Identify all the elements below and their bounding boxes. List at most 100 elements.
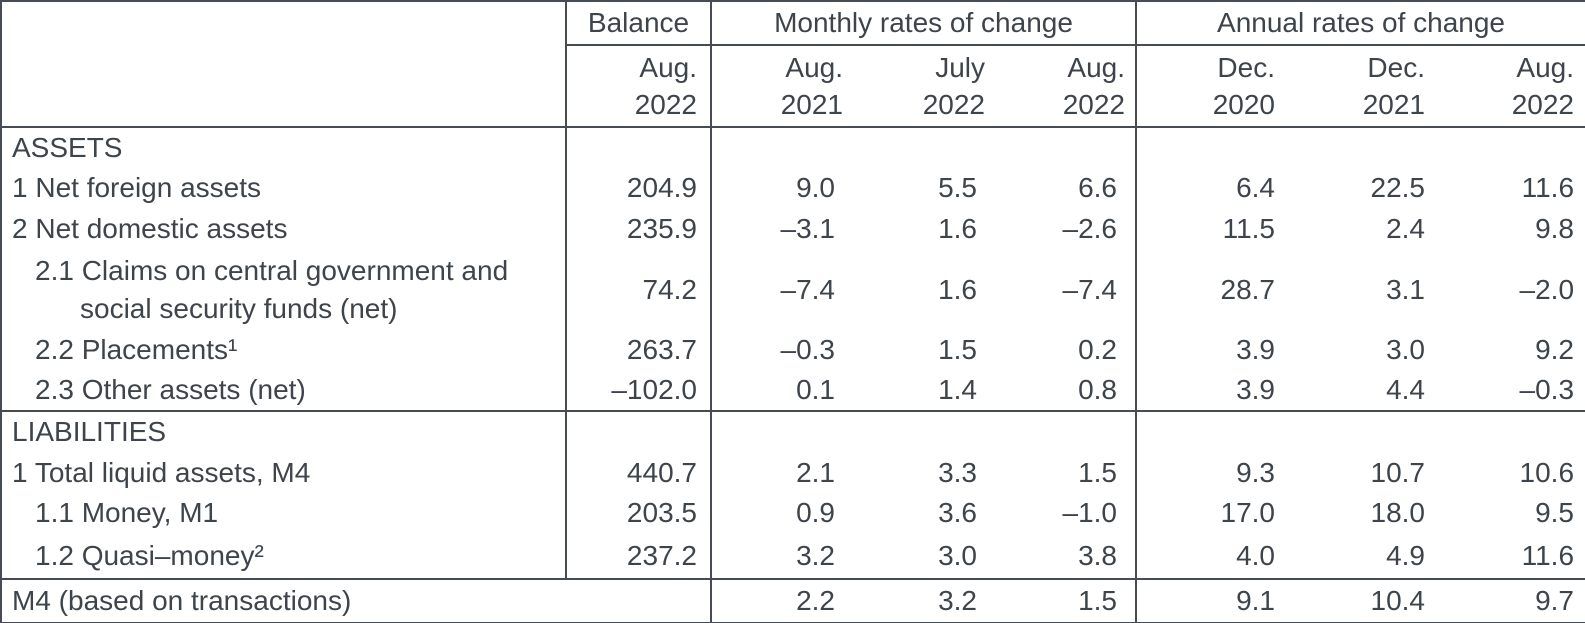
- period-month: Aug.: [1067, 52, 1125, 83]
- annual-value: 6.4: [1135, 168, 1286, 208]
- column-header-annual-dec-2020: Dec. 2020: [1135, 45, 1286, 128]
- monthly-value: 1.6: [938, 212, 977, 244]
- period-year: 2022: [1511, 89, 1575, 120]
- period-year: 2021: [780, 89, 843, 120]
- annual-value: 28.7: [1135, 249, 1286, 330]
- annual-value: 2.4: [1386, 212, 1425, 244]
- balance-value: 237.2: [565, 533, 711, 579]
- balance-value: [565, 127, 711, 168]
- monthly-value: 3.2: [853, 578, 995, 623]
- row-label-cell: M4 (based on transactions): [1, 578, 711, 623]
- annual-value: 4.9: [1386, 539, 1425, 571]
- header-period-row: Aug. 2022 Aug. 2021 July 2022 Aug. 2022 …: [1, 45, 1585, 128]
- annual-value: 3.9: [1135, 370, 1286, 411]
- monthly-value: 6.6: [1078, 172, 1117, 203]
- annual-value: 9.3: [1135, 452, 1286, 493]
- annual-value: 11.5: [1135, 208, 1286, 249]
- table-row-net-foreign-assets: 1 Net foreign assets 204.9 9.0 5.5 6.6 6…: [1, 168, 1585, 208]
- row-label-cell: 2.1 Claims on central government and soc…: [1, 249, 566, 330]
- row-label-cell: 1.2 Quasi–money²: [1, 533, 566, 579]
- monthly-value: –7.4: [710, 249, 853, 330]
- monthly-value: 0.9: [710, 493, 853, 533]
- balance-group-header: Balance: [565, 1, 711, 46]
- monthly-value: –0.3: [710, 330, 853, 370]
- annual-value: 10.7: [1370, 456, 1426, 488]
- annual-value: 3.1: [1386, 273, 1425, 305]
- annual-value: 10.4: [1286, 578, 1436, 623]
- table-row-quasi-money: 1.2 Quasi–money² 237.2 3.2 3.0 3.8 4.0 4…: [1, 533, 1585, 579]
- row-label-cell: 1.1 Money, M1: [1, 493, 566, 533]
- monthly-value: 0.1: [710, 370, 853, 411]
- monthly-value: 9.0: [710, 168, 853, 208]
- period-month: Aug.: [1516, 52, 1575, 83]
- annual-value: 4.4: [1386, 374, 1425, 405]
- row-label-cell: 2.3 Other assets (net): [1, 370, 566, 411]
- monthly-value: 3.8: [1078, 539, 1117, 571]
- monthly-value: 3.3: [938, 456, 977, 488]
- annual-value: 4.0: [1135, 533, 1286, 579]
- monthly-value: 0.2: [1078, 334, 1117, 365]
- header-group-row: Balance Monthly rates of change Annual r…: [1, 1, 1585, 128]
- annual-value: 10.6: [1519, 456, 1575, 488]
- monthly-value: [853, 127, 995, 168]
- monthly-value: 3.6: [938, 497, 977, 528]
- row-label-cell: 1 Net foreign assets: [1, 168, 566, 208]
- annual-value: –0.3: [1519, 374, 1575, 405]
- monthly-value: 2.1: [710, 452, 853, 493]
- row-label: M4 (based on transactions): [12, 584, 352, 616]
- annual-value: [1135, 410, 1286, 452]
- annual-rates-group-header: Annual rates of change: [1134, 1, 1585, 46]
- period-month: Aug.: [639, 52, 697, 83]
- table-row-m4-transactions: M4 (based on transactions) 2.2 3.2 1.5 9…: [1, 578, 1585, 623]
- row-label: 1.1 Money, M1: [35, 497, 219, 528]
- column-header-annual-dec-2021: Dec. 2021: [1286, 45, 1436, 128]
- balance-value: [565, 410, 711, 452]
- monthly-value: 1.5: [1078, 456, 1117, 488]
- table-row-total-liquid-assets-m4: 1 Total liquid assets, M4 440.7 2.1 3.3 …: [1, 452, 1585, 493]
- monthly-value: 1.6: [938, 273, 977, 305]
- annual-value: 18.0: [1370, 497, 1426, 528]
- row-label-cell: 2 Net domestic assets: [1, 208, 566, 249]
- table-row-other-assets: 2.3 Other assets (net) –102.0 0.1 1.4 0.…: [1, 370, 1585, 411]
- period-month: Aug.: [785, 52, 843, 83]
- row-label: ASSETS: [12, 132, 123, 163]
- annual-value: 11.6: [1521, 172, 1575, 203]
- row-label-cell: 1 Total liquid assets, M4: [1, 452, 566, 493]
- monthly-value: [710, 127, 853, 168]
- column-header-monthly-july-2022: July 2022: [853, 45, 995, 128]
- balance-value: 263.7: [565, 330, 711, 370]
- row-label: 2 Net domestic assets: [12, 212, 288, 244]
- row-label-cell: 2.2 Placements¹: [1, 330, 566, 370]
- section-row-assets: ASSETS: [1, 127, 1585, 168]
- annual-value: 9.5: [1535, 497, 1575, 528]
- monthly-value: [995, 410, 1136, 452]
- row-label: 2.3 Other assets (net): [35, 374, 306, 405]
- balance-value: 440.7: [565, 452, 711, 493]
- annual-value: –2.0: [1519, 273, 1575, 305]
- row-label: 2.1 Claims on central government and soc…: [35, 254, 509, 324]
- balance-value: 74.2: [565, 249, 711, 330]
- column-header-monthly-aug-2021: Aug. 2021: [710, 45, 853, 128]
- annual-value: [1286, 410, 1436, 452]
- monthly-value: 2.2: [710, 578, 853, 623]
- annual-value: 11.6: [1521, 539, 1575, 571]
- row-label: 1 Total liquid assets, M4: [12, 456, 311, 488]
- section-label: ASSETS: [1, 127, 566, 168]
- period-year: 2022: [1062, 89, 1125, 120]
- period-year: 2020: [1212, 89, 1275, 120]
- annual-value: [1135, 127, 1286, 168]
- column-header-annual-aug-2022: Aug. 2022: [1436, 45, 1585, 128]
- annual-value: 9.8: [1535, 212, 1575, 244]
- table-row-money-m1: 1.1 Money, M1 203.5 0.9 3.6 –1.0 17.0 18…: [1, 493, 1585, 533]
- annual-value: 17.0: [1135, 493, 1286, 533]
- table-row-placements: 2.2 Placements¹ 263.7 –0.3 1.5 0.2 3.9 3…: [1, 330, 1585, 370]
- column-header-balance-aug-2022: Aug. 2022: [565, 45, 711, 128]
- monthly-value: –7.4: [1062, 273, 1118, 305]
- period-month: Dec.: [1217, 52, 1275, 83]
- table-row-claims-central-government: 2.1 Claims on central government and soc…: [1, 249, 1585, 330]
- monthly-value: 0.8: [1078, 374, 1117, 405]
- balance-value: 204.9: [565, 168, 711, 208]
- row-label: 1.2 Quasi–money²: [35, 539, 264, 571]
